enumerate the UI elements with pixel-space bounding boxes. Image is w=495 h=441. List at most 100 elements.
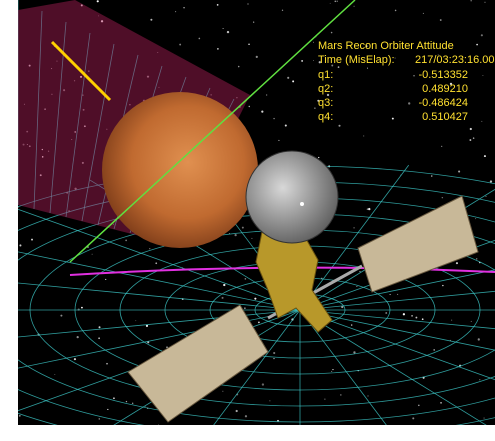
grid-spoke	[299, 309, 487, 425]
star	[179, 43, 182, 46]
solar-panel-right	[357, 195, 479, 293]
star	[76, 335, 79, 339]
row-label: q3:	[318, 97, 333, 109]
star	[132, 402, 134, 404]
star	[326, 93, 330, 97]
star	[483, 417, 485, 419]
star	[210, 94, 212, 96]
antenna-feed	[300, 202, 304, 206]
star	[484, 1, 486, 3]
star	[287, 76, 290, 79]
star	[485, 195, 487, 197]
star	[107, 408, 109, 411]
star	[19, 244, 22, 247]
axis-line	[69, 0, 356, 263]
star	[251, 237, 253, 239]
star	[413, 75, 415, 77]
star	[98, 418, 101, 420]
star	[248, 43, 250, 46]
star	[281, 9, 284, 11]
row-value: -0.486424	[418, 97, 468, 109]
star	[476, 258, 478, 260]
star	[442, 284, 444, 287]
star	[278, 139, 280, 141]
star	[482, 75, 484, 77]
row-label: q1:	[318, 69, 333, 81]
star	[155, 262, 158, 265]
row-label: q4:	[318, 111, 333, 123]
star	[223, 283, 226, 287]
star	[440, 402, 442, 404]
star	[266, 94, 268, 96]
star	[353, 227, 355, 229]
star	[261, 383, 265, 386]
star	[479, 379, 481, 381]
star	[74, 131, 76, 133]
grid-spoke	[299, 290, 495, 311]
star	[411, 315, 413, 317]
star	[472, 137, 475, 139]
star	[277, 419, 279, 422]
mars-planet	[102, 92, 258, 248]
star	[158, 86, 160, 88]
star	[431, 175, 433, 177]
star	[338, 124, 341, 127]
star	[350, 324, 353, 326]
star	[359, 271, 361, 273]
star	[337, 66, 340, 68]
star	[397, 293, 399, 295]
star	[18, 414, 21, 417]
star	[23, 103, 25, 105]
star	[106, 362, 108, 365]
star	[22, 143, 25, 146]
star	[340, 394, 342, 396]
star	[331, 370, 333, 373]
star	[96, 0, 99, 3]
star	[433, 349, 435, 351]
star	[284, 124, 287, 127]
star	[51, 93, 53, 95]
star	[470, 0, 472, 2]
star	[261, 110, 264, 113]
star	[341, 305, 344, 309]
star	[129, 103, 131, 106]
star	[408, 102, 411, 105]
star	[100, 20, 104, 23]
star	[301, 59, 304, 62]
star	[336, 0, 338, 2]
star	[222, 390, 224, 392]
grid-spoke	[18, 282, 301, 311]
star	[313, 60, 314, 62]
star	[292, 80, 295, 83]
star	[146, 75, 150, 78]
grid-spoke	[299, 309, 495, 381]
grid-spoke	[213, 309, 301, 425]
star	[318, 61, 321, 64]
star	[97, 15, 99, 17]
row-value: 0.510427	[422, 111, 468, 123]
star	[217, 48, 219, 50]
star	[125, 239, 128, 242]
star	[60, 314, 63, 317]
star	[112, 223, 115, 225]
star	[39, 174, 42, 177]
star	[255, 55, 258, 58]
star	[451, 319, 453, 321]
star	[439, 19, 442, 21]
star	[318, 156, 320, 159]
star	[273, 351, 276, 355]
star	[28, 145, 31, 148]
star	[334, 0, 337, 3]
star	[73, 358, 77, 361]
star	[91, 253, 93, 255]
star	[135, 320, 137, 322]
grid-spoke	[299, 164, 410, 311]
star	[241, 226, 244, 229]
star	[81, 161, 84, 164]
star	[363, 135, 365, 137]
overlay-title: Mars Recon Orbiter Attitude	[318, 40, 454, 52]
grid-spoke	[299, 309, 495, 351]
star	[216, 4, 219, 6]
